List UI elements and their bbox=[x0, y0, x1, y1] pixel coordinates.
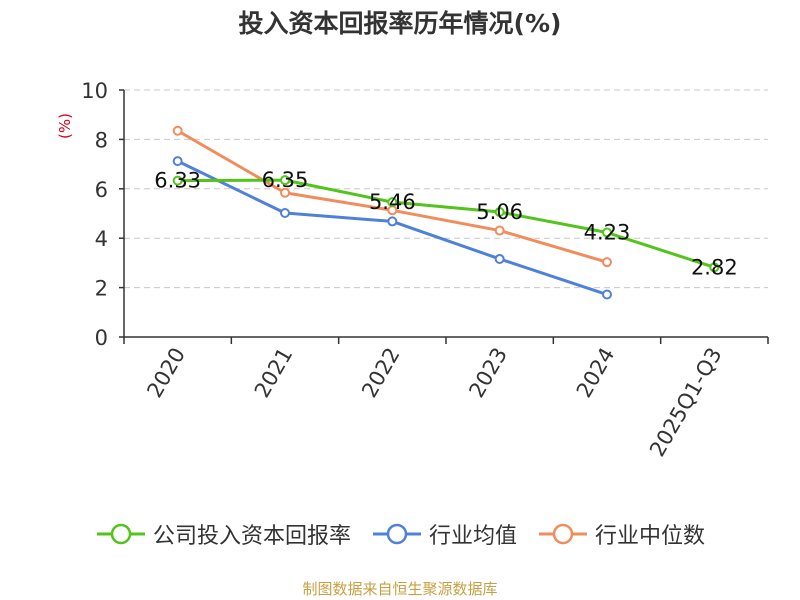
data-point bbox=[172, 175, 183, 186]
x-tick-label: 2024 bbox=[572, 344, 620, 402]
x-tick-label: 2021 bbox=[250, 344, 298, 402]
data-point bbox=[494, 225, 505, 236]
data-point bbox=[709, 262, 720, 273]
series-line bbox=[177, 178, 715, 269]
y-tick-label: 10 bbox=[81, 79, 108, 103]
x-tick-label: 2023 bbox=[464, 343, 512, 401]
data-point bbox=[387, 216, 398, 227]
legend: 公司投入资本回报率 行业均值 行业中位数 bbox=[0, 518, 800, 550]
x-tick-label: 2020 bbox=[142, 344, 190, 402]
data-label: 5.06 bbox=[476, 200, 523, 224]
legend-label: 行业中位数 bbox=[595, 524, 706, 549]
data-point bbox=[280, 208, 290, 219]
data-point bbox=[172, 156, 183, 167]
grid-layer bbox=[124, 89, 768, 289]
axis-layer: 0 2 4 6 8 10 2020 2021 2022 2023 2024 2025Q1-Q3 (%) bbox=[56, 79, 769, 461]
data-point bbox=[280, 175, 290, 186]
y-tick-label: 2 bbox=[95, 277, 108, 301]
legend-label: 公司投入资本回报率 bbox=[152, 524, 351, 549]
data-label-layer: 6.33 6.35 5.46 5.06 4.23 2.82 bbox=[154, 168, 737, 279]
x-tick-label: 2022 bbox=[357, 344, 405, 402]
source-note: 制图数据来自恒生聚源数据库 bbox=[302, 580, 498, 598]
data-point bbox=[280, 187, 290, 198]
data-point bbox=[602, 257, 612, 268]
chart-title: 投入资本回报率历年情况(%) bbox=[238, 9, 562, 38]
y-axis-label: (%) bbox=[56, 113, 74, 139]
data-point bbox=[602, 227, 612, 238]
legend-item[interactable]: 行业中位数 bbox=[537, 518, 705, 550]
y-tick-label: 6 bbox=[95, 178, 108, 202]
series-layer bbox=[172, 125, 720, 300]
legend-marker-icon bbox=[539, 523, 587, 545]
legend-label: 行业均值 bbox=[428, 524, 517, 549]
y-tick-label: 0 bbox=[95, 326, 108, 350]
data-label: 4.23 bbox=[584, 221, 631, 245]
legend-marker-icon bbox=[96, 523, 145, 545]
data-point bbox=[387, 197, 398, 208]
legend-item[interactable]: 行业均值 bbox=[371, 518, 517, 550]
legend-item[interactable]: 公司投入资本回报率 bbox=[95, 518, 351, 550]
data-label: 5.46 bbox=[369, 190, 416, 214]
legend-marker-icon bbox=[372, 523, 421, 545]
data-point bbox=[494, 207, 505, 218]
data-label: 6.33 bbox=[154, 169, 201, 193]
y-tick-label: 4 bbox=[95, 227, 108, 251]
y-tick-label: 8 bbox=[95, 128, 108, 152]
x-tick-label: 2025Q1-Q3 bbox=[645, 344, 727, 461]
data-point bbox=[494, 253, 505, 264]
data-label: 2.82 bbox=[691, 255, 738, 279]
data-point bbox=[602, 289, 612, 300]
data-label: 6.35 bbox=[262, 168, 309, 192]
data-point bbox=[172, 125, 183, 136]
